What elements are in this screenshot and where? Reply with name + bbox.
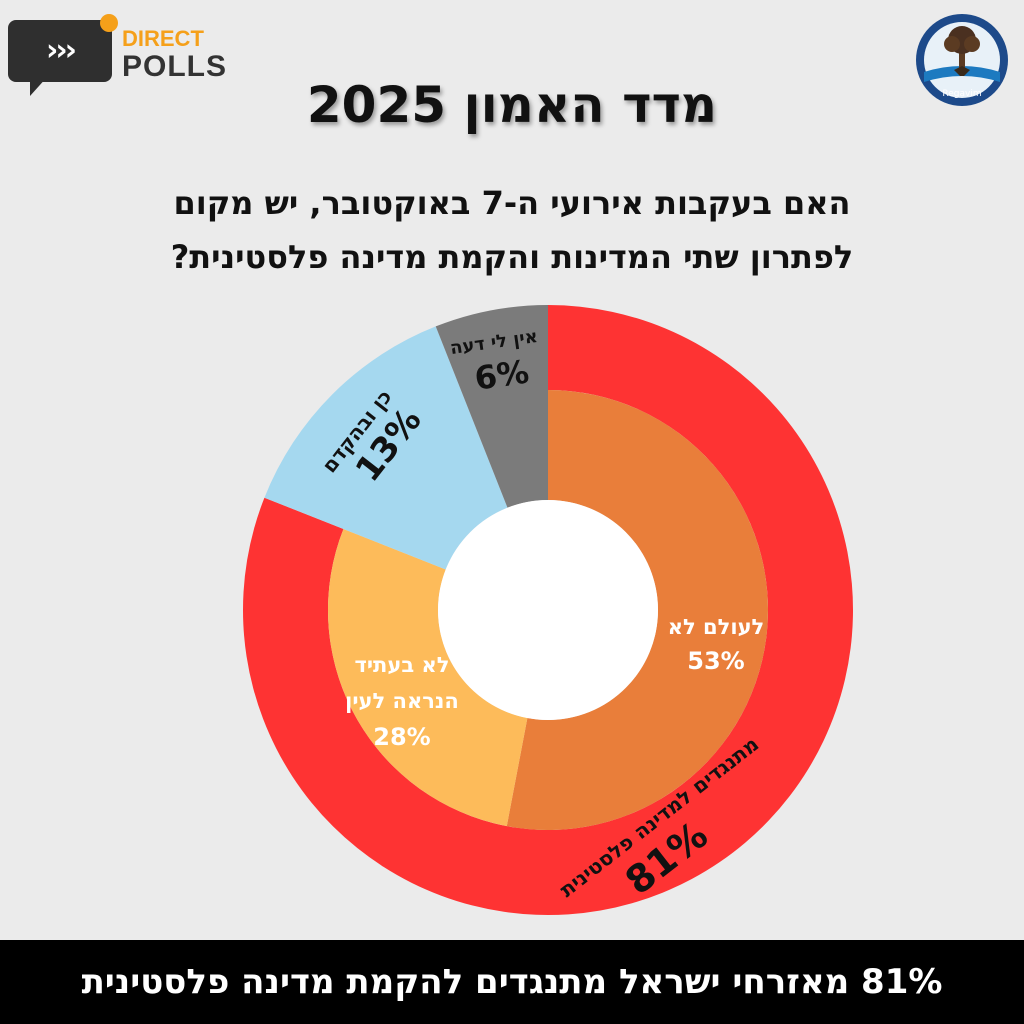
label-not-foreseeable-line2: הנראה לעין: [345, 689, 459, 713]
question-line1: האם בעקבות אירועי ה-7 באוקטובר, יש מקום: [173, 184, 851, 222]
inner-slice-0: [506, 390, 769, 830]
speech-tail: [30, 76, 48, 96]
donut-hole: [438, 500, 658, 720]
label-no-opinion-value: 6%: [472, 352, 531, 397]
chevrons-icon: ›››: [8, 20, 112, 82]
label-never-text: לעולם לא: [668, 615, 765, 639]
direct-polls-logo: ››› DIRECT POLLS: [8, 14, 226, 96]
question-line2: לפתרון שתי המדינות והקמת מדינה פלסטינית?: [170, 238, 854, 276]
brand-line2: POLLS: [122, 50, 228, 83]
regavim-logo: Regavim: [916, 14, 1008, 106]
page-title: מדד האמון 2025: [306, 76, 718, 134]
inner-slice-1: [328, 529, 528, 827]
logo-text: Regavim: [942, 89, 981, 99]
brand-line1: DIRECT: [122, 26, 204, 51]
inner-slice-2: [264, 326, 508, 570]
poll-question: האם בעקבות אירועי ה-7 באוקטובר, יש מקום …: [60, 176, 964, 284]
orange-dot-icon: [100, 14, 118, 32]
inner-slice-3: [435, 305, 548, 508]
label-not-foreseeable-line1: לא בעתיד: [355, 653, 450, 677]
label-not-foreseeable-value: 28%: [373, 723, 430, 751]
footer-banner: 81% מאזרחי ישראל מתנגדים להקמת מדינה פלס…: [0, 940, 1024, 1024]
label-never-value: 53%: [687, 647, 744, 675]
